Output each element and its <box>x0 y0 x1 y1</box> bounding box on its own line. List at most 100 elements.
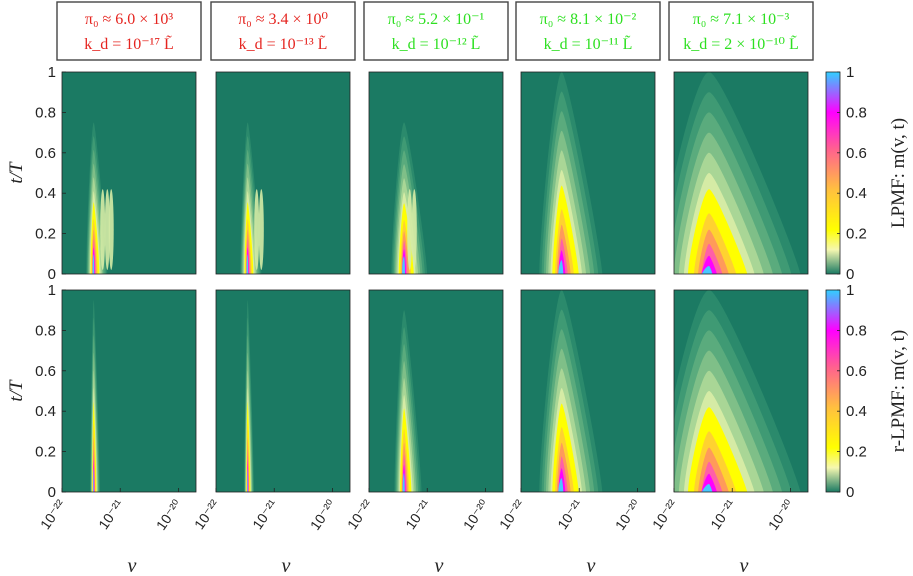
header-box-3 <box>363 1 509 61</box>
colorbar-tick-label: 0.2 <box>846 444 867 461</box>
header-box-4 <box>515 1 661 61</box>
x-axis-label: v <box>435 555 444 576</box>
panel-frame <box>215 289 351 493</box>
heatmap-panel-2-3 <box>368 289 504 493</box>
x-axis-label: v <box>740 555 749 576</box>
header-box-1 <box>56 1 202 61</box>
side-ridge-1 <box>407 189 413 270</box>
header-box-5 <box>668 1 814 61</box>
y-axis-label: t/T <box>6 379 27 402</box>
panel-background <box>62 290 196 492</box>
x-tick-label: 10⁻²⁰ <box>612 496 644 533</box>
side-ridge-2 <box>411 189 417 270</box>
y-tick-label: 1 <box>48 282 56 299</box>
header-pi-5: π₀ ≈ 7.1 × 10⁻³ <box>693 11 790 28</box>
y-tick-label: 0.4 <box>35 403 56 420</box>
colorbar-tick-label: 0.4 <box>846 403 867 420</box>
colorbar-tick-label: 1 <box>846 282 854 299</box>
x-tick-label: 10⁻²¹ <box>402 496 434 532</box>
heatmap-panel-1-5 <box>673 71 809 275</box>
colorbar <box>825 71 841 275</box>
panel-frame <box>673 289 809 493</box>
panel-frame <box>368 71 504 275</box>
x-tick-label: 10⁻²⁰ <box>765 496 797 533</box>
x-tick-label: 10⁻²⁰ <box>460 496 492 533</box>
colorbar-tick-label: 0.2 <box>846 226 867 243</box>
x-tick-label: 10⁻²² <box>37 496 69 532</box>
y-tick-label: 0.6 <box>35 363 56 380</box>
x-tick-label: 10⁻²⁰ <box>153 496 185 533</box>
side-ridge-1 <box>254 189 260 270</box>
panel-headers: π₀ ≈ 6.0 × 10³ k_d = 10⁻¹⁷ L̃ π₀ ≈ 3.4 × 1… <box>56 1 814 61</box>
contour-band-12 <box>246 254 249 274</box>
contour-band-12 <box>701 483 713 492</box>
panel-frame <box>673 71 809 275</box>
colorbar-tick-label: 0 <box>846 484 854 501</box>
colorbar-tick-label: 0.8 <box>846 322 867 339</box>
header-kd-3: k_d = 10⁻¹² L̃ <box>392 35 481 53</box>
contour-band-12 <box>93 468 94 492</box>
header-kd-5: k_d = 2 × 10⁻¹⁰ L̃ <box>683 35 798 53</box>
panel-background <box>62 72 196 274</box>
panel-frame <box>61 289 197 493</box>
x-tick-label: 10⁻²² <box>649 496 681 532</box>
x-axis-label: v <box>128 555 137 576</box>
heatmap-panels <box>61 71 809 493</box>
contour-band-12 <box>402 473 405 492</box>
panel-background <box>216 290 350 492</box>
heatmap-panel-2-2 <box>215 289 351 493</box>
y-axis-label: t/T <box>6 161 27 184</box>
y-tick-label: 0.8 <box>35 322 56 339</box>
header-pi-1: π₀ ≈ 6.0 × 10³ <box>85 11 173 28</box>
side-ridge-2 <box>104 189 110 270</box>
y-tick-label: 0 <box>48 266 56 283</box>
x-axis-label: v <box>282 555 291 576</box>
y-tick-label: 0.8 <box>35 104 56 121</box>
y-tick-label: 0.2 <box>35 226 56 243</box>
colorbar <box>825 289 841 493</box>
colorbar-tick-label: 0.4 <box>846 185 867 202</box>
x-axis-label: v <box>587 555 596 576</box>
contour-band-12 <box>558 260 564 274</box>
y-tick-label: 0.2 <box>35 444 56 461</box>
panel-frame <box>520 71 656 275</box>
header-pi-2: π₀ ≈ 3.4 × 10⁰ <box>238 11 328 28</box>
x-tick-label: 10⁻²⁰ <box>307 496 339 533</box>
heatmap-panel-2-4 <box>520 289 656 493</box>
header-kd-1: k_d = 10⁻¹⁷ L̃ <box>84 35 174 53</box>
header-kd-4: k_d = 10⁻¹¹ L̃ <box>544 35 633 53</box>
panel-frame <box>215 71 351 275</box>
contour-band-12 <box>701 265 713 274</box>
header-box-2 <box>210 1 356 61</box>
y-tick-label: 1 <box>48 64 56 81</box>
colorbar-tick-label: 1 <box>846 64 854 81</box>
heatmap-panel-1-4 <box>520 71 656 275</box>
header-pi-4: π₀ ≈ 8.1 × 10⁻² <box>540 11 637 28</box>
y-tick-label: 0.4 <box>35 185 56 202</box>
contour-band-12 <box>92 254 95 274</box>
colorbar-tick-label: 0.6 <box>846 145 867 162</box>
panel-frame <box>368 289 504 493</box>
colorbar-tick-label: 0 <box>846 266 854 283</box>
side-ridge-1 <box>100 189 106 270</box>
colorbar-label: LPMF: m(v, t) <box>888 118 909 228</box>
panel-frame <box>61 71 197 275</box>
heatmap-panel-2-5 <box>673 289 809 493</box>
heatmap-panel-1-2 <box>215 71 351 275</box>
x-tick-label: 10⁻²¹ <box>707 496 739 532</box>
side-ridge-3 <box>108 189 114 270</box>
colorbar-tick-label: 0.6 <box>846 363 867 380</box>
panel-frame <box>520 289 656 493</box>
y-tick-label: 0.6 <box>35 145 56 162</box>
contour-band-12 <box>247 468 248 492</box>
y-tick-label: 0 <box>48 484 56 501</box>
x-tick-label: 10⁻²² <box>496 496 528 532</box>
contour-band-12 <box>402 256 405 274</box>
panel-background <box>369 290 503 492</box>
contour-band-12 <box>558 478 564 492</box>
colorbar-label: r-LPMF: m(v, t) <box>888 330 909 452</box>
side-ridge-2 <box>258 189 264 270</box>
x-tick-label: 10⁻²¹ <box>95 496 127 532</box>
x-tick-label: 10⁻²² <box>191 496 223 532</box>
